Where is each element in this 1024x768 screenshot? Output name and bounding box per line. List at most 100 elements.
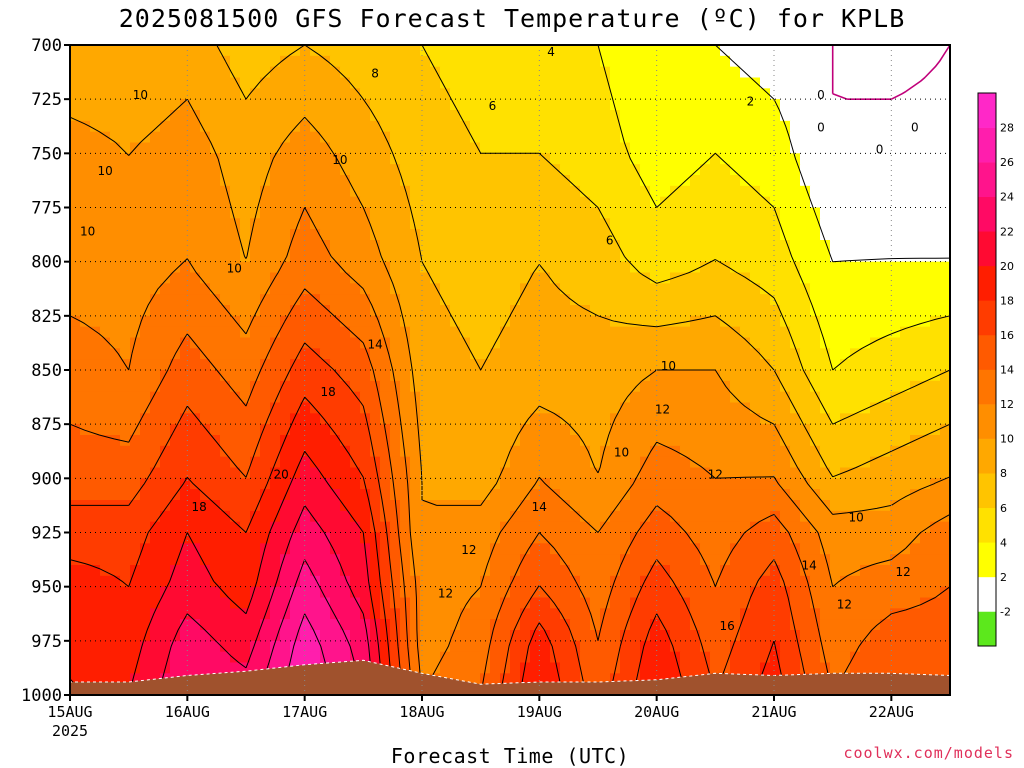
heat-cell — [510, 175, 521, 187]
heat-cell — [300, 478, 311, 490]
heat-cell — [510, 110, 521, 122]
heat-cell — [560, 185, 571, 198]
heat-cell — [630, 510, 641, 523]
heat-cell — [140, 370, 151, 382]
heat-cell — [650, 359, 661, 371]
heat-cell — [290, 207, 301, 219]
heat-cell — [710, 261, 721, 274]
heat-cell — [810, 640, 821, 653]
heat-cell — [460, 185, 471, 198]
heat-cell — [510, 565, 521, 577]
heat-cell — [670, 66, 681, 79]
heat-cell — [390, 445, 401, 458]
heat-cell — [890, 478, 901, 490]
heat-cell — [250, 532, 261, 544]
heat-cell — [400, 413, 411, 425]
heat-cell — [460, 575, 471, 588]
heat-cell — [370, 575, 381, 588]
heat-cell — [130, 218, 141, 230]
heat-cell — [570, 283, 581, 295]
heat-cell — [200, 521, 211, 534]
heat-cell — [880, 66, 891, 79]
heat-cell — [800, 250, 811, 263]
heat-cell — [160, 45, 171, 57]
heat-cell — [160, 196, 171, 209]
heat-cell — [820, 435, 831, 447]
heat-cell — [280, 478, 291, 490]
heat-cell — [670, 283, 681, 295]
heat-cell — [110, 272, 121, 284]
heat-cell — [280, 424, 291, 436]
heat-cell — [590, 120, 601, 133]
heat-cell — [70, 250, 81, 263]
heat-cell — [320, 261, 331, 274]
heat-cell — [490, 651, 501, 664]
heat-cell — [250, 608, 261, 620]
heat-cell — [570, 467, 581, 479]
heat-cell — [160, 532, 171, 544]
heat-cell — [830, 283, 841, 295]
heat-cell — [560, 110, 571, 122]
heat-cell — [510, 337, 521, 349]
heat-cell — [640, 521, 651, 534]
heat-cell — [210, 370, 221, 382]
heat-cell — [900, 294, 911, 306]
heat-cell — [860, 532, 871, 544]
heat-cell — [760, 543, 771, 555]
heat-cell — [720, 153, 731, 165]
heat-cell — [800, 45, 811, 57]
heat-cell — [350, 380, 361, 393]
heat-cell — [320, 370, 331, 382]
heat-cell — [660, 510, 671, 523]
heat-cell — [780, 229, 791, 241]
heat-cell — [450, 586, 461, 599]
heat-cell — [500, 651, 511, 664]
heat-cell — [900, 510, 911, 523]
heat-cell — [160, 543, 171, 555]
heat-cell — [770, 164, 781, 176]
heat-cell — [530, 250, 541, 263]
heat-cell — [720, 640, 731, 653]
heat-cell — [460, 88, 471, 100]
heat-cell — [830, 153, 841, 165]
heat-cell — [330, 207, 341, 219]
heat-cell — [110, 218, 121, 230]
heat-cell — [900, 88, 911, 100]
heat-cell — [600, 521, 611, 534]
heat-cell — [320, 521, 331, 534]
heat-cell — [90, 120, 101, 133]
heat-cell — [890, 142, 901, 154]
heat-cell — [140, 413, 151, 425]
heat-cell — [760, 305, 771, 317]
heat-cell — [870, 478, 881, 490]
heat-cell — [630, 326, 641, 339]
heat-cell — [420, 489, 431, 501]
heat-cell — [210, 586, 221, 599]
heat-cell — [630, 283, 641, 295]
heat-cell — [540, 348, 551, 360]
heat-cell — [660, 153, 671, 165]
heat-cell — [730, 651, 741, 664]
heat-cell — [310, 240, 321, 252]
heat-cell — [330, 467, 341, 479]
heat-cell — [490, 608, 501, 620]
heat-cell — [620, 510, 631, 523]
heat-cell — [650, 120, 661, 133]
heat-cell — [420, 240, 431, 252]
heat-cell — [240, 532, 251, 544]
heat-cell — [260, 489, 271, 501]
heat-cell — [780, 110, 791, 122]
heat-cell — [910, 240, 921, 252]
heat-cell — [600, 489, 611, 501]
heat-cell — [800, 630, 811, 642]
heat-cell — [400, 554, 411, 566]
heat-cell — [130, 272, 141, 284]
heat-cell — [160, 229, 171, 241]
heat-cell — [260, 218, 271, 230]
heat-cell — [840, 175, 851, 187]
heat-cell — [260, 543, 271, 555]
heat-cell — [370, 218, 381, 230]
heat-cell — [940, 337, 951, 349]
heat-cell — [80, 402, 91, 414]
heat-cell — [890, 359, 901, 371]
